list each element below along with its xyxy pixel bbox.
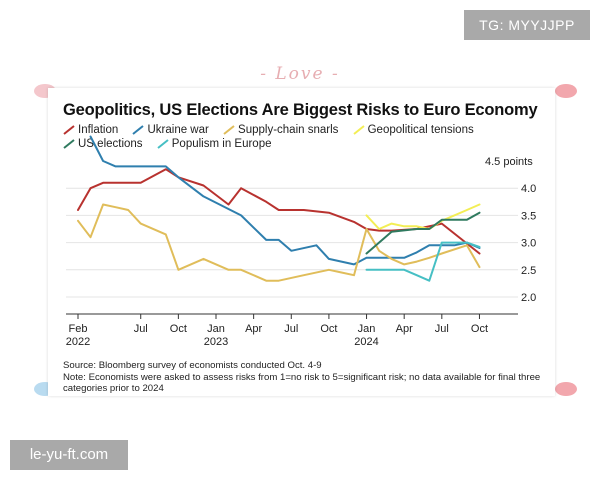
series-line-us-elections xyxy=(365,211,481,255)
legend-swatch-populism xyxy=(157,139,169,149)
legend-swatch-supply-chain xyxy=(223,125,235,135)
x-tick-label: Oct xyxy=(320,323,337,335)
heart-decoration-icon xyxy=(555,84,577,98)
x-tick-label: Jan xyxy=(358,323,376,335)
legend-item-inflation: Inflation xyxy=(63,124,118,136)
source-text: Source: Bloomberg survey of economists c… xyxy=(63,360,322,371)
x-tick-year-label: 2024 xyxy=(354,336,378,348)
x-tick-label: Apr xyxy=(396,323,413,335)
series-line-inflation xyxy=(77,168,481,255)
note-text: Note: Economists were asked to assess ri… xyxy=(63,371,541,394)
x-tick-label: Jul xyxy=(435,323,449,335)
y-tick-label: 2.5 xyxy=(521,265,536,277)
watermark-bottom: le-yu-ft.com xyxy=(10,440,128,470)
legend-item-geopolitical-tensions: Geopolitical tensions xyxy=(352,124,474,136)
series-line-ukraine-war xyxy=(89,135,481,266)
legend-label-us-elections: US elections xyxy=(78,138,143,150)
chart-footnote: Source: Bloomberg survey of economists c… xyxy=(63,360,553,393)
series-line-geopolitical-tensions xyxy=(365,203,481,230)
chart-card: Geopolitics, US Elections Are Biggest Ri… xyxy=(48,88,555,396)
legend-item-us-elections: US elections xyxy=(63,138,143,150)
y-axis-unit-label: 4.5 points xyxy=(485,156,533,168)
legend-item-populism: Populism in Europe xyxy=(157,138,272,150)
legend-label-ukraine-war: Ukraine war xyxy=(147,124,209,136)
x-tick-label: Feb xyxy=(69,323,88,335)
x-tick-label: Jan xyxy=(207,323,225,335)
legend-label-populism: Populism in Europe xyxy=(171,138,272,150)
x-tick-label: Oct xyxy=(471,323,488,335)
y-tick-label: 4.0 xyxy=(521,183,536,195)
watermark-top: TG: MYYJJPP xyxy=(464,10,590,40)
x-tick-label: Apr xyxy=(245,323,262,335)
legend-swatch-geopolitical-tensions xyxy=(352,125,365,135)
y-tick-label: 3.0 xyxy=(521,238,536,250)
x-tick-label: Oct xyxy=(170,323,187,335)
x-tick-label: Jul xyxy=(284,323,298,335)
legend-label-geopolitical-tensions: Geopolitical tensions xyxy=(367,124,474,136)
legend-label-inflation: Inflation xyxy=(78,124,119,136)
legend-row-2: US elections Populism in Europe xyxy=(63,138,543,152)
chart-title: Geopolitics, US Elections Are Biggest Ri… xyxy=(63,101,538,119)
legend-item-supply-chain: Supply-chain snarls xyxy=(223,124,338,136)
legend-swatch-us-elections xyxy=(63,139,75,149)
y-tick-label: 3.5 xyxy=(521,210,536,222)
x-tick-label: Jul xyxy=(134,323,148,335)
y-tick-label: 2.0 xyxy=(521,292,536,304)
legend-swatch-ukraine-war xyxy=(132,125,145,135)
x-tick-year-label: 2022 xyxy=(66,336,90,348)
x-tick-year-label: 2023 xyxy=(204,336,228,348)
legend-label-supply-chain: Supply-chain snarls xyxy=(238,124,339,136)
love-decoration-text: - Love - xyxy=(260,64,340,84)
legend-swatch-inflation xyxy=(63,125,75,135)
legend-item-ukraine-war: Ukraine war xyxy=(132,124,209,136)
legend-row-1: Inflation Ukraine war Supply-chain snarl… xyxy=(63,124,543,138)
series-line-populism-in-europe xyxy=(365,241,481,282)
heart-decoration-icon xyxy=(555,382,577,396)
series-line-supply-chain-snarls xyxy=(77,203,481,282)
